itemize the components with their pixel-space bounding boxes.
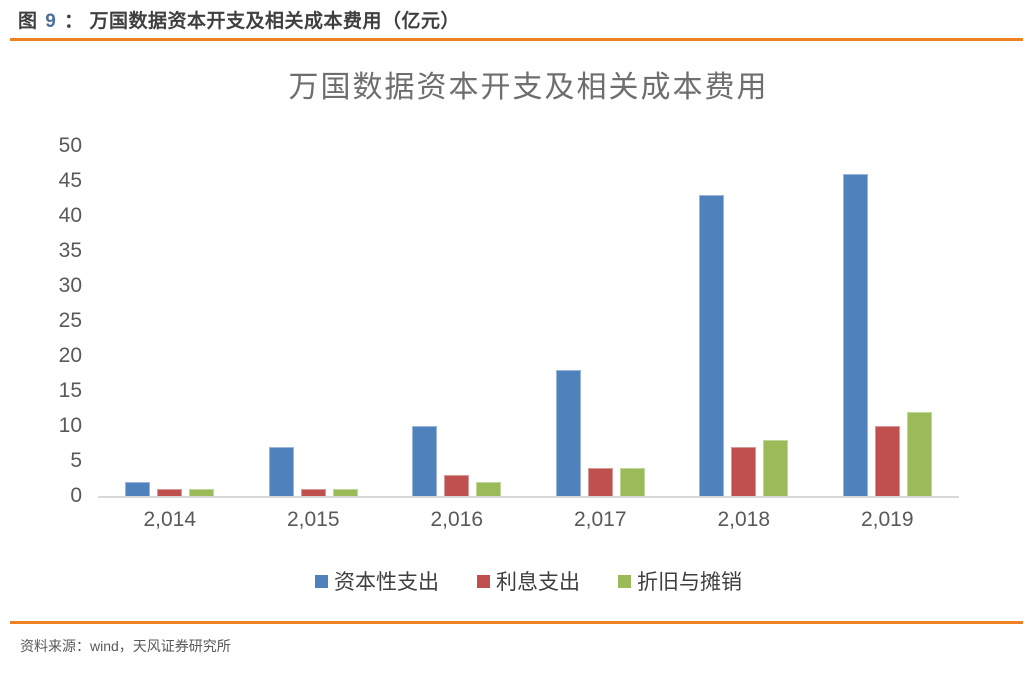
- chart-bar-s0-c4: [699, 195, 725, 496]
- legend-label: 资本性支出: [334, 570, 439, 594]
- legend-label: 利息支出: [496, 570, 580, 594]
- figure-title: 万国数据资本开支及相关成本费用（亿元）: [89, 11, 460, 32]
- legend-swatch: [477, 574, 490, 588]
- chart-bar-s2-c1: [332, 489, 358, 496]
- chart-bar-s0-c2: [412, 426, 438, 496]
- chart-bar-s2-c0: [189, 489, 215, 496]
- chart-bar-s1-c5: [874, 426, 900, 496]
- chart-bar-s1-c4: [731, 447, 757, 496]
- legend-label: 折旧与摊销: [637, 570, 742, 594]
- legend-item: 折旧与摊销: [618, 566, 742, 596]
- x-axis-category-label: 2,014: [143, 508, 197, 531]
- bar-group: [672, 146, 816, 496]
- y-axis-tick-label: 40: [58, 204, 82, 227]
- y-axis-tick-label: 0: [70, 484, 82, 507]
- y-axis-tick-label: 35: [58, 239, 82, 262]
- x-axis: 2,014 2,015 2,016 2,017 2,018 2,019: [98, 508, 959, 532]
- chart-title: 万国数据资本开支及相关成本费用: [288, 70, 769, 105]
- x-axis-category-label: 2,015: [286, 508, 340, 531]
- bar-group: [529, 146, 673, 496]
- bar-group: [816, 146, 960, 496]
- legend-swatch: [618, 574, 631, 588]
- figure-word: 图: [18, 11, 38, 32]
- chart-legend: 资本性支出 利息支出 折旧与摊销: [98, 566, 959, 596]
- y-axis: 0 5 10 15 20 25 30 35 40 45 50: [0, 135, 82, 507]
- y-axis-tick-label: 20: [58, 344, 82, 367]
- top-accent-rule: [10, 38, 1023, 41]
- chart-bar-s0-c3: [555, 370, 581, 496]
- y-axis-tick-label: 30: [58, 274, 82, 297]
- x-axis-category-label: 2,019: [860, 508, 914, 531]
- legend-swatch: [315, 574, 328, 588]
- bottom-accent-rule: [10, 621, 1023, 624]
- bar-groups: [98, 146, 959, 496]
- y-axis-tick-label: 45: [58, 169, 82, 192]
- y-axis-tick-label: 5: [70, 449, 82, 472]
- x-axis-category-label: 2,018: [717, 508, 771, 531]
- y-axis-tick-label: 25: [58, 309, 82, 332]
- bar-group: [242, 146, 386, 496]
- chart-bar-s1-c1: [300, 489, 326, 496]
- source-line: 资料来源：wind，天风证券研究所: [20, 638, 231, 654]
- y-axis-tick-label: 50: [58, 134, 82, 157]
- figure-header: 图 9 ： 万国数据资本开支及相关成本费用（亿元）: [18, 6, 460, 33]
- y-axis-tick-label: 15: [58, 379, 82, 402]
- chart-bar-s2-c3: [619, 468, 645, 496]
- chart-bar-s0-c1: [268, 447, 294, 496]
- chart-bar-s1-c3: [587, 468, 613, 496]
- chart-bar-s0-c0: [125, 482, 151, 496]
- chart-bar-s1-c2: [444, 475, 470, 496]
- chart-bar-s1-c0: [157, 489, 183, 496]
- chart-bar-s2-c5: [906, 412, 932, 496]
- figure-separator: ：: [64, 11, 84, 32]
- chart-bar-s0-c5: [842, 174, 868, 496]
- chart-bar-s2-c4: [763, 440, 789, 496]
- bar-group: [98, 146, 242, 496]
- x-axis-category-label: 2,016: [430, 508, 484, 531]
- x-axis-category-label: 2,017: [573, 508, 627, 531]
- figure-number: 9: [45, 11, 57, 32]
- chart-bar-s2-c2: [476, 482, 502, 496]
- legend-item: 利息支出: [477, 566, 580, 596]
- plot-area: [98, 146, 959, 498]
- bar-group: [385, 146, 529, 496]
- y-axis-tick-label: 10: [58, 414, 82, 437]
- legend-item: 资本性支出: [315, 566, 439, 596]
